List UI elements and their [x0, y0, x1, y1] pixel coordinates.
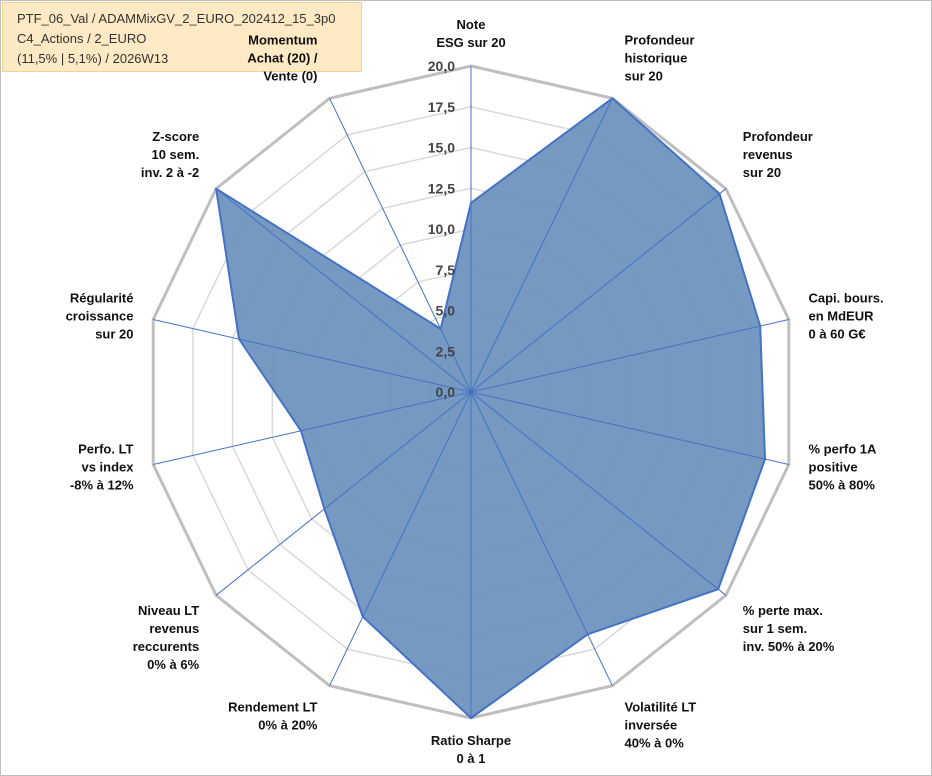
- radar-axis-label: Régularité croissance sur 20: [66, 290, 134, 341]
- radar-spoke: [153, 319, 472, 393]
- radar-spoke: [215, 188, 472, 393]
- radar-axis-label-line: Vente (0): [263, 69, 317, 84]
- radar-axis-label-line: 0 à 60 G€: [809, 326, 866, 341]
- radar-axis-label-line: 0% à 20%: [258, 717, 318, 732]
- radar-axis-label-line: 0 à 1: [457, 751, 486, 766]
- radar-axis-label-line: 0% à 6%: [147, 657, 199, 672]
- radar-axis-label-line: 40% à 0%: [625, 735, 685, 750]
- radar-tick-label: 0,0: [436, 384, 456, 400]
- radar-axis-label: Perfo. LT vs index -8% à 12%: [70, 442, 134, 493]
- radar-tick-label: 12,5: [428, 180, 455, 196]
- radar-spoke: [470, 391, 789, 465]
- radar-tick-label: 5,0: [436, 303, 456, 319]
- radar-axis-label-line: Profondeur: [743, 129, 813, 144]
- radar-spoke: [153, 391, 472, 465]
- radar-axis-label-line: Régularité: [70, 290, 134, 305]
- radar-tick-label: 2,5: [436, 343, 456, 359]
- info-box: PTF_06_Val / ADAMMixGV_2_EURO_202412_15_…: [2, 2, 362, 72]
- radar-axis-label-line: Achat (20) /: [247, 51, 317, 66]
- radar-axis-label: Note ESG sur 20: [436, 17, 505, 50]
- radar-axis-label-line: vs index: [81, 460, 134, 475]
- radar-tick-label: 17,5: [428, 99, 455, 115]
- radar-axis-label-line: sur 1 sem.: [743, 621, 807, 636]
- radar-spoke: [470, 319, 789, 393]
- radar-axis-label-line: positive: [809, 460, 858, 475]
- radar-axis-label: Niveau LT revenus reccurents 0% à 6%: [133, 603, 200, 672]
- radar-axis-label: Ratio Sharpe 0 à 1: [431, 733, 511, 766]
- radar-axis-label-line: sur 20: [625, 69, 663, 84]
- radar-axis-label: Volatilité LT inversée 40% à 0%: [625, 699, 697, 750]
- radar-tick-label: 7,5: [436, 262, 456, 278]
- radar-axis-label: Capi. bours. en MdEUR 0 à 60 G€: [809, 290, 884, 341]
- radar-spoke: [329, 391, 472, 686]
- radar-axis-label-line: croissance: [66, 308, 134, 323]
- radar-axis-label-line: 50% à 80%: [809, 478, 876, 493]
- radar-tick-label: 10,0: [428, 221, 455, 237]
- radar-spoke: [329, 98, 472, 393]
- radar-axis-label-line: Momentum: [248, 33, 317, 48]
- radar-tick-label: 20,0: [428, 58, 455, 74]
- radar-axis-label-line: Niveau LT: [138, 603, 199, 618]
- radar-spoke: [470, 391, 613, 686]
- radar-axis-label: % perfo 1A positive 50% à 80%: [809, 442, 878, 493]
- radar-axis-label-line: inv. 50% à 20%: [743, 639, 835, 654]
- radar-axis-label-line: reccurents: [133, 639, 199, 654]
- info-line-category: C4_Actions / 2_EURO: [17, 31, 147, 46]
- radar-spoke: [215, 391, 472, 596]
- radar-axis-label-line: sur 20: [743, 165, 781, 180]
- radar-axis-label-line: Z-score: [152, 129, 199, 144]
- radar-axis-label-line: inversée: [625, 717, 678, 732]
- radar-axis-label-line: Volatilité LT: [625, 699, 697, 714]
- radar-spokes: [153, 66, 789, 718]
- info-line-stats: (11,5% | 5,1%) / 2026W13: [17, 51, 169, 66]
- radar-spoke: [470, 391, 727, 596]
- radar-axis-label: Profondeur revenus sur 20: [743, 129, 813, 180]
- radar-axis-label-line: Capi. bours.: [809, 290, 884, 305]
- radar-axis-label-line: sur 20: [95, 326, 133, 341]
- info-line-portfolio: PTF_06_Val / ADAMMixGV_2_EURO_202412_15_…: [17, 11, 336, 26]
- radar-axis-labels: Note ESG sur 20 Profondeur historique sur 20…: [66, 17, 884, 766]
- radar-axis-label-line: historique: [625, 51, 688, 66]
- radar-axis-label-line: Rendement LT: [228, 699, 317, 714]
- radar-axis-label: Rendement LT 0% à 20%: [228, 699, 318, 732]
- radar-axis-label: Z-score 10 sem. inv. 2 à -2: [141, 129, 199, 180]
- radar-axis-label-line: % perfo 1A: [809, 442, 878, 457]
- radar-spoke: [470, 188, 727, 393]
- radar-axis-label: Profondeur historique sur 20: [625, 33, 695, 84]
- radar-tick-labels: 0,0 2,5 5,0 7,5 10,0 12,5 15,0 17,5 20,0: [428, 58, 455, 400]
- radar-tick-label: 15,0: [428, 140, 455, 156]
- radar-axis-label-line: 10 sem.: [151, 147, 199, 162]
- radar-axis-label-line: revenus: [149, 621, 199, 636]
- radar-axis-label-line: Note: [457, 17, 486, 32]
- radar-axis-label-line: Profondeur: [625, 33, 695, 48]
- radar-axis-label-line: Perfo. LT: [78, 442, 133, 457]
- radar-axis-label-line: revenus: [743, 147, 793, 162]
- radar-spoke: [470, 98, 613, 393]
- radar-axis-label-line: en MdEUR: [809, 308, 875, 323]
- radar-axis-label: Momentum Achat (20) / Vente (0): [247, 33, 317, 84]
- radar-axis-label: % perte max. sur 1 sem. inv. 50% à 20%: [743, 603, 835, 654]
- radar-axis-label-line: % perte max.: [743, 603, 823, 618]
- radar-axis-label-line: Ratio Sharpe: [431, 733, 511, 748]
- radar-axis-label-line: ESG sur 20: [436, 35, 505, 50]
- radar-axis-label-line: inv. 2 à -2: [141, 165, 199, 180]
- radar-axis-label-line: -8% à 12%: [70, 478, 134, 493]
